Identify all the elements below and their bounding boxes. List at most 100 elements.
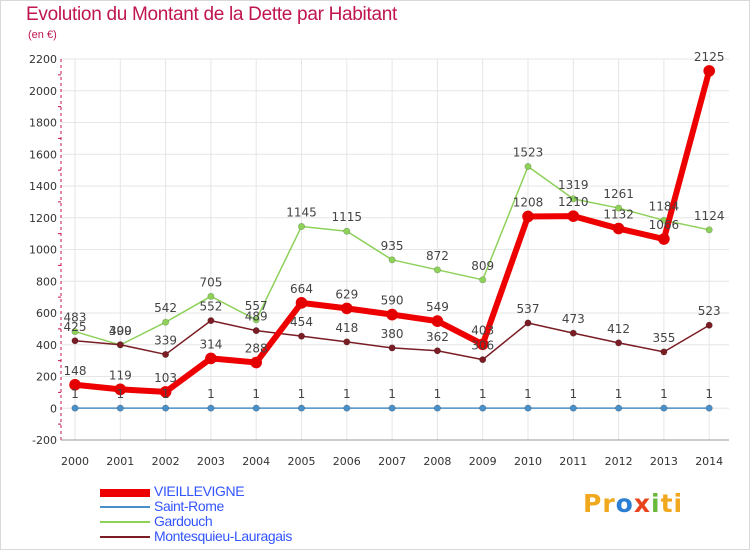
- data-point-saint-rome: [569, 404, 577, 412]
- x-tick-label: 2014: [695, 455, 723, 468]
- data-point-saint-rome: [388, 404, 396, 412]
- data-label-gardouch: 872: [426, 249, 449, 263]
- data-label-gardouch: 557: [245, 299, 268, 313]
- data-label-saint-rome: 1: [388, 387, 396, 401]
- logo-letters: ti: [660, 489, 684, 518]
- proxiti-logo: Proxiti: [583, 489, 683, 518]
- data-point-vieillevigne: [522, 210, 534, 223]
- data-point-gardouch: [479, 276, 487, 284]
- logo-letters: i: [650, 489, 661, 518]
- x-tick-label: 2006: [333, 455, 361, 468]
- data-label-saint-rome: 1: [434, 387, 442, 401]
- data-label-vieillevigne: 590: [381, 294, 404, 308]
- data-point-saint-rome: [297, 404, 305, 412]
- x-tick-label: 2002: [152, 455, 180, 468]
- data-point-gardouch: [207, 292, 215, 300]
- data-point-gardouch: [433, 266, 441, 274]
- legend-label: Gardouch: [154, 513, 213, 529]
- data-label-gardouch: 399: [109, 324, 132, 338]
- data-point-gardouch: [705, 226, 713, 234]
- data-point-montesquieu-lauragais: [615, 339, 623, 347]
- data-point-vieillevigne: [658, 233, 670, 245]
- data-point-gardouch: [162, 318, 170, 326]
- data-label-montesquieu-lauragais: 412: [607, 322, 630, 336]
- x-tick-label: 2000: [61, 455, 89, 468]
- data-label-vieillevigne: 1066: [649, 218, 680, 232]
- data-point-montesquieu-lauragais: [705, 321, 713, 329]
- data-label-vieillevigne: 1208: [513, 195, 544, 209]
- data-point-vieillevigne: [612, 222, 625, 235]
- data-point-vieillevigne: [69, 378, 81, 391]
- data-point-montesquieu-lauragais: [343, 338, 351, 346]
- data-label-gardouch: 1261: [603, 187, 634, 201]
- data-label-montesquieu-lauragais: 362: [426, 330, 449, 344]
- data-point-saint-rome: [207, 404, 215, 412]
- legend-swatch: [100, 506, 150, 508]
- legend-label: Saint-Rome: [154, 498, 224, 514]
- data-point-saint-rome: [615, 404, 623, 412]
- data-point-montesquieu-lauragais: [433, 347, 441, 355]
- x-tick-label: 2005: [288, 455, 316, 468]
- x-tick-label: 2010: [514, 455, 542, 468]
- data-label-vieillevigne: 314: [199, 337, 222, 351]
- y-tick-label: 400: [36, 339, 57, 352]
- data-label-vieillevigne: 549: [426, 300, 449, 314]
- data-point-montesquieu-lauragais: [388, 344, 396, 352]
- data-label-saint-rome: 1: [207, 387, 215, 401]
- data-label-gardouch: 1145: [286, 205, 317, 219]
- data-label-saint-rome: 1: [479, 387, 487, 401]
- data-label-saint-rome: 1: [705, 387, 713, 401]
- data-point-montesquieu-lauragais: [297, 332, 305, 340]
- chart-subtitle: (en €): [28, 29, 57, 41]
- data-label-saint-rome: 1: [252, 387, 260, 401]
- data-point-montesquieu-lauragais: [116, 341, 124, 349]
- data-point-vieillevigne: [159, 386, 172, 398]
- data-point-gardouch: [343, 227, 351, 235]
- y-tick-label: 600: [36, 307, 57, 320]
- data-point-vieillevigne: [295, 297, 308, 309]
- y-tick-label: 0: [50, 402, 57, 415]
- data-point-vieillevigne: [476, 338, 489, 351]
- data-label-saint-rome: 1: [343, 387, 351, 401]
- data-label-montesquieu-lauragais: 306: [471, 339, 494, 353]
- data-label-saint-rome: 1: [615, 387, 623, 401]
- data-label-saint-rome: 1: [71, 387, 79, 401]
- data-point-vieillevigne: [114, 383, 127, 396]
- data-point-montesquieu-lauragais: [479, 356, 487, 364]
- logo-letters: Pr: [583, 489, 616, 518]
- data-point-vieillevigne: [205, 352, 217, 365]
- data-point-montesquieu-lauragais: [660, 348, 668, 356]
- data-label-gardouch: 705: [199, 275, 222, 289]
- legend-label: VIEILLEVIGNE: [154, 483, 245, 499]
- y-tick-label: 2000: [29, 85, 57, 98]
- y-tick-label: 1600: [29, 148, 57, 161]
- data-point-saint-rome: [433, 404, 441, 412]
- x-tick-label: 2008: [423, 455, 451, 468]
- data-point-vieillevigne: [703, 65, 716, 77]
- data-label-vieillevigne: 119: [109, 368, 132, 382]
- data-label-montesquieu-lauragais: 523: [698, 304, 721, 318]
- data-point-gardouch: [569, 195, 577, 203]
- data-label-montesquieu-lauragais: 339: [154, 333, 177, 347]
- legend-swatch: [100, 521, 150, 523]
- data-point-saint-rome: [116, 404, 124, 412]
- data-label-montesquieu-lauragais: 552: [199, 300, 222, 314]
- data-label-montesquieu-lauragais: 489: [245, 310, 268, 324]
- data-label-gardouch: 1115: [332, 210, 363, 224]
- data-point-saint-rome: [524, 404, 532, 412]
- chart-title: Evolution du Montant de la Dette par Hab…: [26, 4, 397, 25]
- data-label-gardouch: 1124: [694, 209, 725, 223]
- data-label-vieillevigne: 148: [64, 364, 87, 378]
- data-point-vieillevigne: [250, 356, 263, 369]
- legend-swatch: [100, 536, 150, 538]
- data-label-montesquieu-lauragais: 418: [335, 321, 358, 335]
- x-tick-label: 2009: [469, 455, 497, 468]
- y-tick-label: 800: [36, 275, 57, 288]
- x-tick-label: 2013: [650, 455, 678, 468]
- x-tick-label: 2004: [242, 455, 270, 468]
- data-label-vieillevigne: 103: [154, 371, 177, 385]
- data-label-saint-rome: 1: [298, 387, 306, 401]
- data-point-montesquieu-lauragais: [207, 317, 215, 325]
- data-point-vieillevigne: [431, 315, 444, 327]
- y-tick-label: 1200: [29, 212, 57, 225]
